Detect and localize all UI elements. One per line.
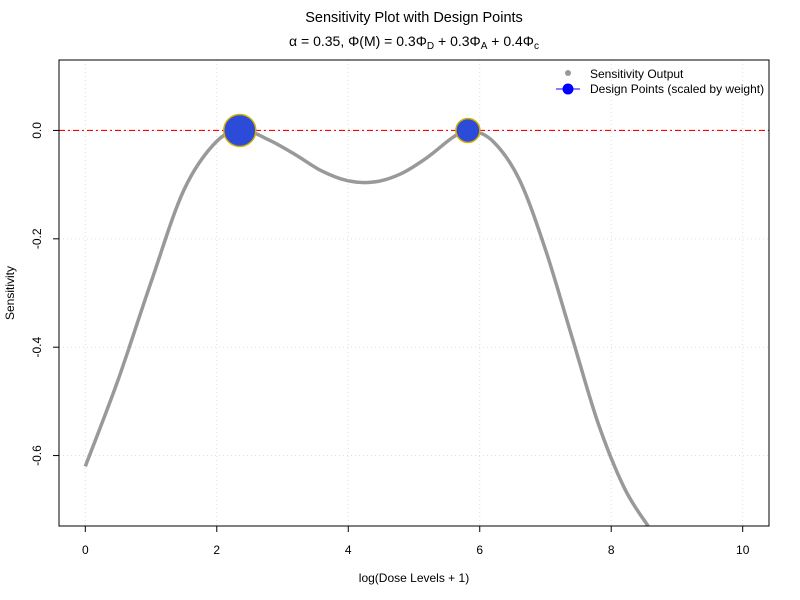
series-line-0 <box>83 128 650 526</box>
legend: Sensitivity Output Design Points (scaled… <box>556 67 764 96</box>
legend-design-marker <box>562 83 574 95</box>
y-axis: 0.0 -0.2 -0.4 -0.6 <box>30 122 60 466</box>
y-tick-label-1: -0.2 <box>30 228 44 249</box>
design-points-layer <box>223 113 481 148</box>
grid <box>59 60 769 526</box>
legend-design-label: Design Points (scaled by weight) <box>590 82 764 96</box>
x-tick-label-2: 4 <box>345 543 352 557</box>
legend-sensitivity-label: Sensitivity Output <box>590 67 684 81</box>
x-tick-label-4: 8 <box>608 543 615 557</box>
x-tick-label-0: 0 <box>82 543 89 557</box>
legend-sensitivity-marker <box>565 70 571 76</box>
y-tick-label-3: -0.6 <box>30 445 44 466</box>
y-tick-label-0: 0.0 <box>30 122 44 139</box>
y-tick-label-2: -0.4 <box>30 337 44 358</box>
x-tick-label-3: 6 <box>476 543 483 557</box>
x-axis: 0 2 4 6 8 10 <box>82 525 750 557</box>
design-point-1 <box>455 117 481 144</box>
design-point-0 <box>223 113 257 148</box>
chart-title: Sensitivity Plot with Design Points <box>305 10 523 26</box>
x-tick-label-1: 2 <box>213 543 220 557</box>
chart-subtitle: α = 0.35, Φ(M) = 0.3ΦD + 0.3ΦA + 0.4Φc <box>289 33 539 52</box>
y-axis-label: Sensitivity <box>3 266 17 320</box>
x-tick-label-5: 10 <box>736 543 750 557</box>
series-layer <box>83 128 650 526</box>
x-axis-label: log(Dose Levels + 1) <box>359 571 469 585</box>
